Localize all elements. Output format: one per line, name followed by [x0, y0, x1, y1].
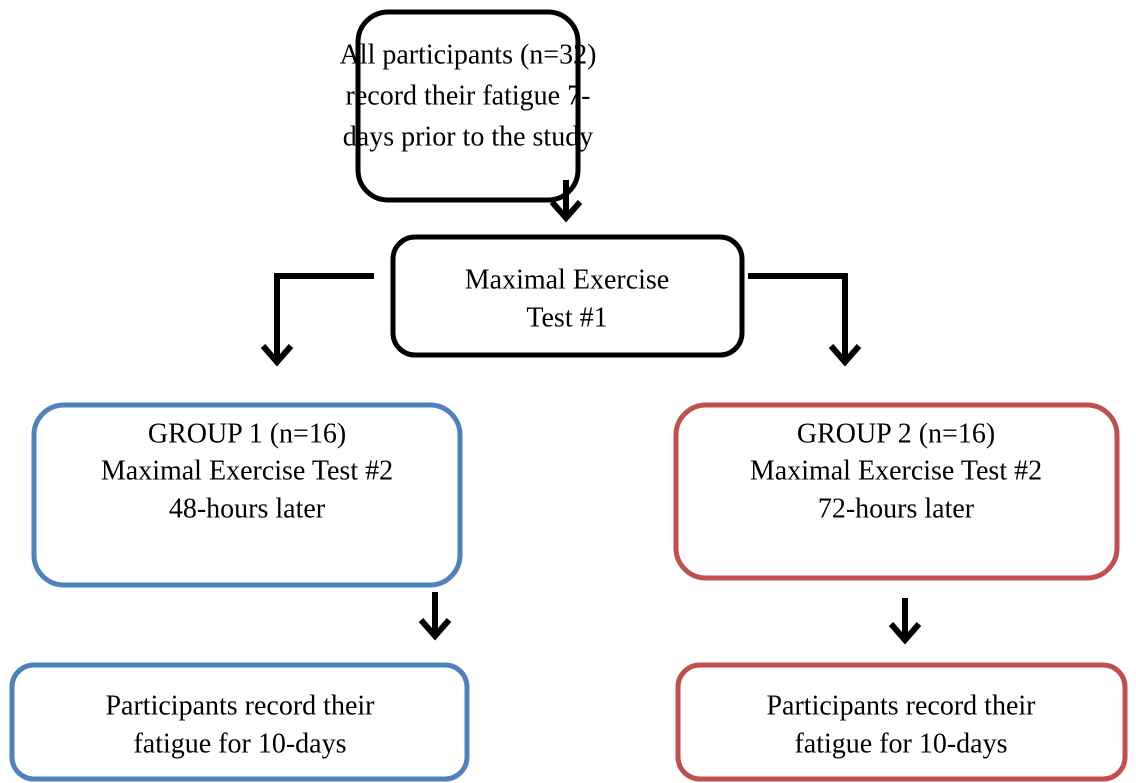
node-text: All participants (n=32): [340, 39, 597, 70]
node-text: GROUP 2 (n=16): [797, 418, 995, 449]
node-text: GROUP 1 (n=16): [148, 418, 346, 449]
node-text: Test #1: [526, 302, 607, 333]
node-text: 72-hours later: [818, 493, 975, 524]
node-text: Maximal Exercise Test #2: [101, 455, 393, 486]
node-text: record their fatigue 7-: [346, 80, 591, 111]
node-text: Maximal Exercise: [465, 264, 669, 295]
node-text: days prior to the study: [343, 121, 593, 152]
node-text: Participants record their: [766, 690, 1036, 721]
box-start: [355, 9, 581, 203]
arrow: [748, 273, 862, 367]
box-record-2: [675, 662, 1128, 782]
box-group-2: [673, 402, 1120, 581]
box-test-1: [390, 234, 745, 358]
node-text: fatigue for 10-days: [133, 728, 346, 759]
arrow: [549, 180, 583, 223]
node-text: 48-hours later: [169, 493, 326, 524]
arrow: [418, 592, 452, 641]
arrow: [260, 273, 374, 367]
box-group-1: [31, 402, 463, 588]
box-record-1: [9, 662, 470, 782]
node-text: Maximal Exercise Test #2: [750, 455, 1042, 486]
node-text: fatigue for 10-days: [794, 728, 1007, 759]
node-text: Participants record their: [105, 690, 375, 721]
arrow: [888, 598, 922, 645]
